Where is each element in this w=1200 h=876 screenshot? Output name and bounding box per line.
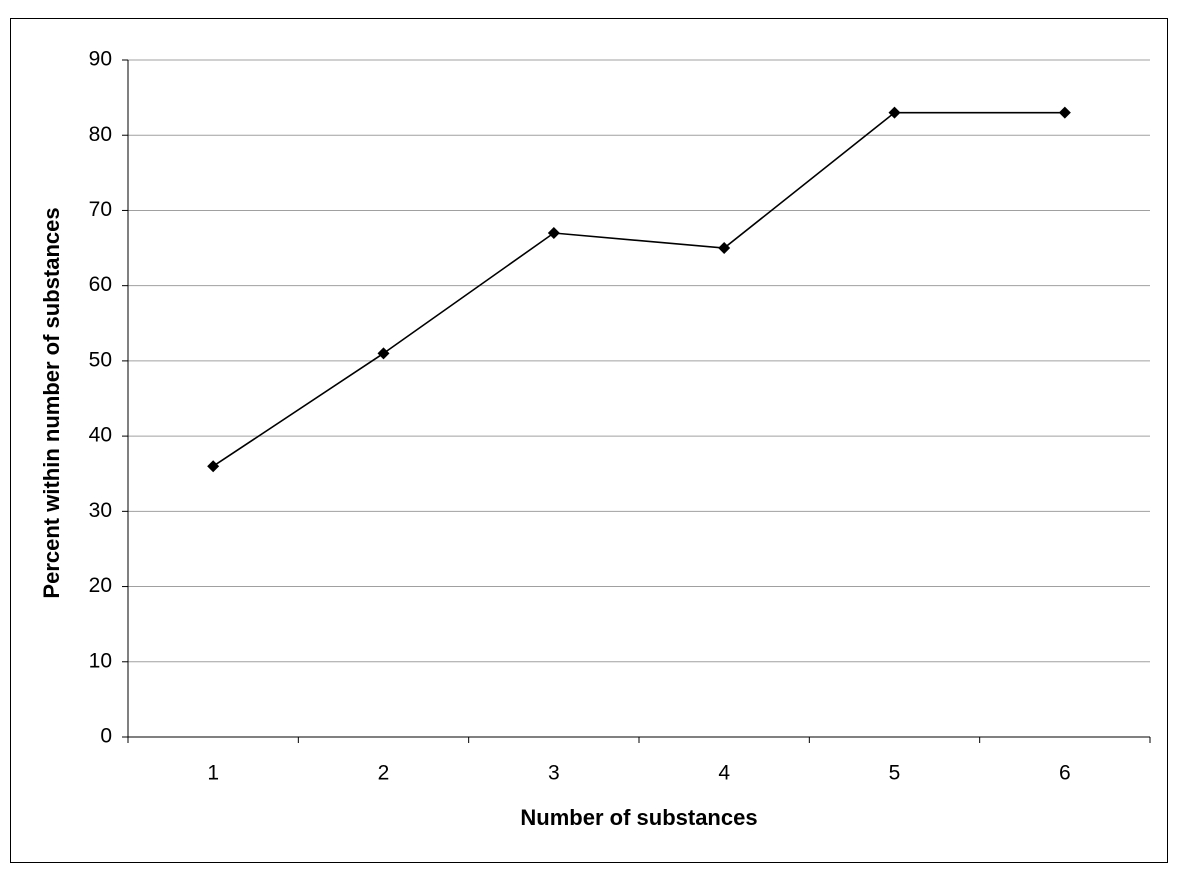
data-point bbox=[377, 347, 390, 360]
data-point bbox=[718, 242, 731, 255]
x-tick-label: 4 bbox=[718, 762, 730, 785]
data-point bbox=[1058, 106, 1071, 119]
y-tick-label: 70 bbox=[89, 198, 112, 221]
y-tick-label: 60 bbox=[89, 273, 112, 296]
y-tick-label: 10 bbox=[89, 649, 112, 672]
x-tick-label: 1 bbox=[207, 762, 219, 785]
y-tick-label: 40 bbox=[89, 424, 112, 447]
data-point bbox=[547, 227, 560, 240]
y-axis-title: Percent within number of substances bbox=[39, 207, 64, 598]
y-tick-label: 30 bbox=[89, 499, 112, 522]
y-tick-label: 20 bbox=[89, 574, 112, 597]
y-tick-label: 50 bbox=[89, 348, 112, 371]
x-tick-label: 6 bbox=[1059, 762, 1071, 785]
x-tick-label: 2 bbox=[378, 762, 390, 785]
y-tick-label: 0 bbox=[100, 725, 112, 748]
data-point bbox=[207, 460, 220, 473]
x-tick-label: 5 bbox=[889, 762, 901, 785]
y-tick-label: 80 bbox=[89, 123, 112, 146]
y-tick-label: 90 bbox=[89, 48, 112, 71]
data-point bbox=[888, 106, 901, 119]
data-line bbox=[212, 111, 1065, 467]
x-tick-label: 3 bbox=[548, 762, 560, 785]
chart-border bbox=[10, 18, 1168, 863]
x-axis-title: Number of substances bbox=[520, 805, 757, 830]
